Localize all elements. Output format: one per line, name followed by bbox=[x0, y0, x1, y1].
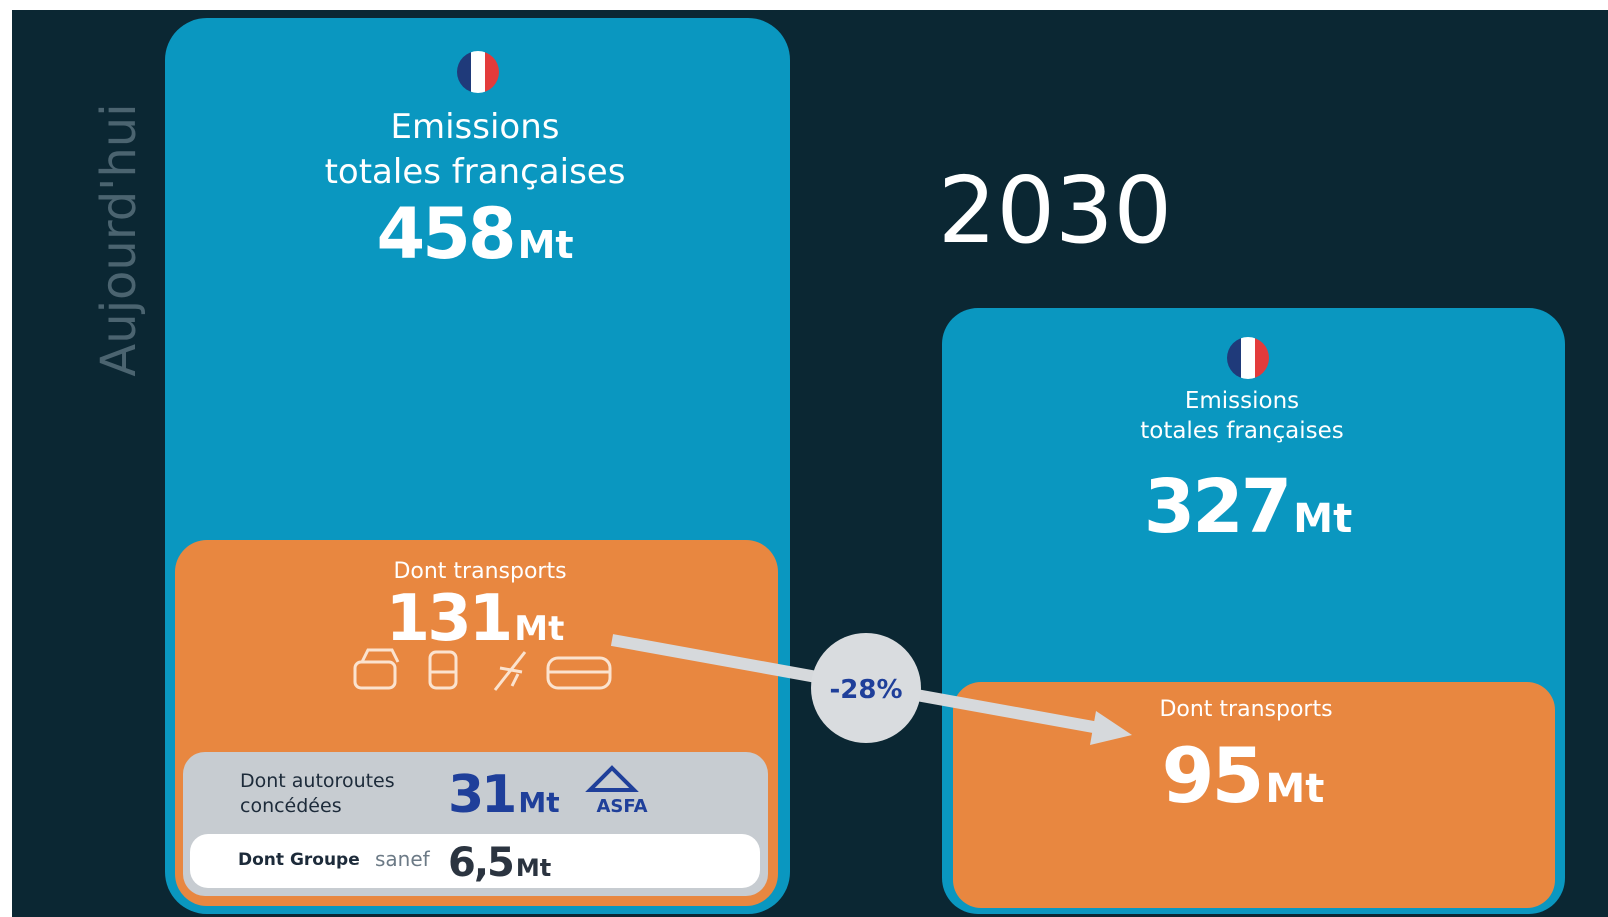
side-label: Aujourd'hui bbox=[91, 103, 147, 376]
total-value: 327 bbox=[1144, 464, 1289, 550]
transport: 131 Mt bbox=[386, 582, 565, 656]
motorways: 31 Mt bbox=[448, 765, 560, 825]
transport: 95 Mt bbox=[1162, 731, 1325, 820]
group-value: 6,5 bbox=[448, 840, 513, 886]
unit: Mt bbox=[514, 609, 564, 649]
change-badge bbox=[811, 633, 921, 743]
total-value: 458 bbox=[376, 193, 513, 275]
flag bbox=[1227, 337, 1269, 379]
asfa-logo: ASFA bbox=[596, 796, 647, 817]
transport-icons bbox=[353, 648, 612, 691]
year: 2030 bbox=[938, 157, 1172, 264]
motorways-value: 31 bbox=[448, 765, 514, 825]
unit: Mt bbox=[1265, 766, 1324, 812]
transport-value: 95 bbox=[1162, 731, 1262, 820]
unit: Mt bbox=[516, 854, 551, 882]
group: 6,5 Mt bbox=[448, 840, 551, 886]
total: 327 Mt bbox=[1144, 464, 1352, 550]
title: Emissions bbox=[1185, 388, 1299, 414]
group-label: Dont Groupe bbox=[238, 850, 360, 870]
unit: Mt bbox=[518, 223, 574, 267]
change: -28% bbox=[829, 675, 902, 705]
asfa-icon bbox=[585, 765, 639, 792]
title: totales françaises bbox=[1140, 418, 1344, 444]
unit: Mt bbox=[1293, 496, 1352, 542]
total: 458 Mt bbox=[376, 193, 573, 275]
transport-value: 131 bbox=[386, 582, 511, 656]
motorways-label: Dont autoroutes bbox=[240, 770, 395, 792]
title: totales françaises bbox=[325, 152, 626, 192]
flag bbox=[457, 51, 499, 93]
motorways-label: concédées bbox=[240, 795, 342, 817]
title: Emissions bbox=[391, 107, 560, 147]
unit: Mt bbox=[518, 786, 559, 819]
group-logo: sanef bbox=[375, 847, 431, 871]
group-box bbox=[190, 834, 760, 888]
transport-label: Dont transports bbox=[393, 559, 566, 584]
transport-label: Dont transports bbox=[1159, 697, 1332, 722]
